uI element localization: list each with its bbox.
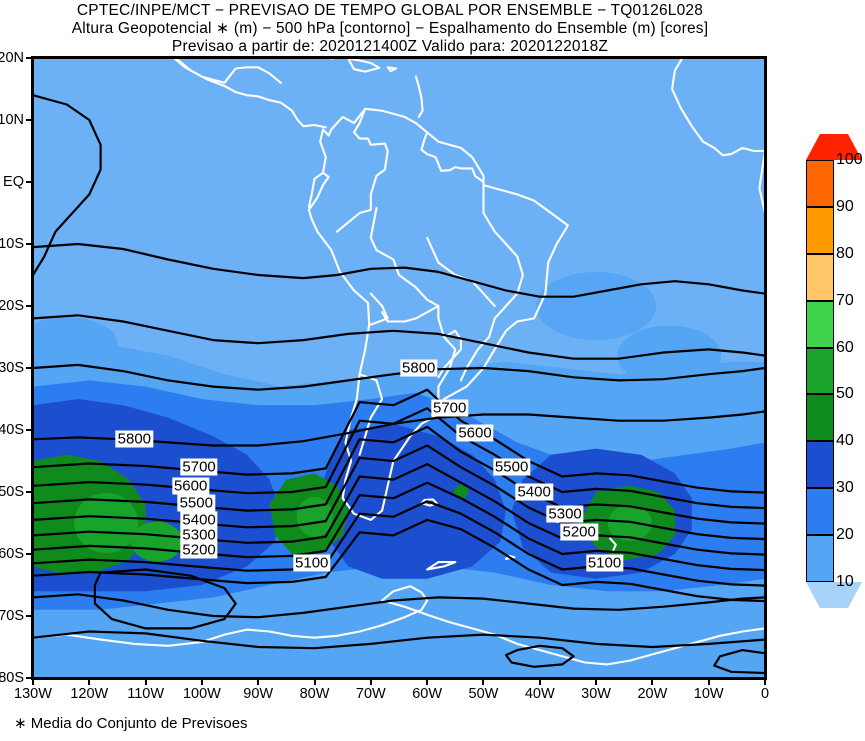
contour-label: 5100 (293, 554, 331, 572)
y-axis-tick (26, 305, 34, 307)
x-axis-tick (144, 678, 147, 685)
colorbar-tick-label: 10 (836, 573, 854, 590)
colorbar-tick-label: 50 (836, 385, 854, 403)
y-axis-label: 30S (0, 360, 24, 376)
colorbar-segment (806, 535, 834, 582)
y-axis-label: 20N (0, 50, 24, 66)
y-axis-label: 40S (0, 422, 24, 438)
x-axis-tick (257, 678, 260, 685)
colorbar-segment (806, 488, 834, 536)
x-axis-tick (200, 678, 203, 685)
y-axis-tick (26, 429, 34, 431)
x-axis-label: 130W (14, 686, 52, 702)
map-canvas (33, 58, 765, 678)
contour-label: 5800 (115, 430, 154, 448)
x-axis-label: 120W (70, 686, 109, 702)
contour-label: 5500 (177, 494, 215, 512)
colorbar-tick-label: 60 (836, 338, 854, 356)
x-axis-label: 100W (182, 686, 221, 702)
x-axis-label: 70W (355, 686, 386, 702)
x-axis-label: 10W (693, 686, 724, 702)
contour-label: 5200 (180, 541, 218, 559)
y-axis-tick (26, 491, 34, 493)
y-axis-label: 70S (0, 608, 24, 624)
colorbar-extend-high (806, 134, 862, 160)
x-axis-label: 80W (299, 686, 330, 702)
y-axis-tick (26, 243, 34, 245)
y-axis-tick (26, 119, 34, 121)
colorbar-tick-label: 90 (836, 197, 854, 215)
y-axis-label: 80S (0, 670, 24, 686)
colorbar-tick-label: 80 (836, 244, 854, 262)
contour-label: 5800 (400, 359, 438, 377)
x-axis-label: 90W (243, 686, 274, 702)
y-axis-label: 60S (0, 546, 24, 562)
x-axis-tick (32, 678, 34, 685)
colorbar-extend-low (806, 582, 862, 608)
footnote: ∗ Media do Conjunto de Previsoes (14, 715, 248, 732)
x-axis-tick (313, 678, 316, 685)
contour-label: 5100 (585, 554, 624, 572)
colorbar-segment (806, 160, 834, 207)
y-axis-label: EQ (3, 174, 24, 190)
x-axis-tick (426, 678, 429, 685)
title-line-2: Altura Geopotencial ∗ (m) − 500 hPa [con… (71, 20, 709, 37)
x-axis-tick (595, 678, 598, 685)
map-graphics (33, 58, 765, 678)
y-axis-label: 10S (0, 236, 24, 252)
y-axis-label: 50S (0, 484, 24, 500)
x-axis-tick (651, 678, 654, 685)
title-line-1: CPTEC/INPE/MCT − PREVISAO DE TEMPO GLOBA… (76, 2, 704, 19)
x-axis-tick (369, 678, 372, 685)
x-axis-label: 50W (468, 686, 499, 702)
x-axis-label: 40W (524, 686, 555, 702)
contour-label: 5700 (180, 458, 218, 476)
x-axis-label: 60W (412, 686, 443, 702)
x-axis-tick (764, 678, 766, 685)
colorbar-segment (806, 394, 834, 442)
contour-label: 5600 (171, 477, 210, 495)
colorbar-segment (806, 347, 834, 395)
colorbar-tick-label: 40 (836, 432, 854, 450)
contour-label: 5700 (430, 399, 469, 417)
colorbar-segment (806, 441, 834, 489)
colorbar-segment (806, 253, 834, 301)
contour-label: 5200 (560, 523, 598, 541)
contour-label: 5600 (456, 424, 494, 442)
x-axis-label: 30W (581, 686, 611, 702)
colorbar-tick-label: 70 (836, 291, 854, 309)
colorbar-tick-label: 30 (836, 479, 854, 497)
x-axis-label: 110W (127, 686, 165, 702)
contour-label: 5500 (492, 458, 531, 476)
x-axis-tick (482, 678, 485, 685)
y-axis-tick (26, 553, 34, 555)
y-axis-tick (26, 367, 34, 369)
colorbar-tick-label: 100 (836, 151, 863, 168)
map-plot-area[interactable]: 5800 5700 5600 5500 5400 5300 5200 5100 5800 5700… (0, 50, 769, 702)
title-line-3: Previsao a partir de: 2020121400Z Valido… (171, 38, 609, 55)
colorbar-segment (806, 300, 834, 348)
chart-title-block: CPTEC/INPE/MCT − PREVISAO DE TEMPO GLOBA… (0, 0, 780, 55)
contour-label: 5400 (515, 483, 553, 501)
x-axis-label: 0 (760, 686, 770, 702)
colorbar[interactable]: 100 90 80 70 60 50 40 30 20 10 (806, 134, 863, 608)
y-axis-tick (26, 615, 34, 617)
contour-label: 5300 (546, 505, 584, 523)
contour-label: 5300 (180, 526, 218, 544)
y-axis-tick (26, 677, 34, 679)
y-axis-tick (26, 181, 34, 183)
x-axis-tick (538, 678, 541, 685)
y-axis-label: 20S (0, 298, 24, 314)
colorbar-tick-label: 20 (836, 526, 854, 544)
contour-label: 5400 (180, 511, 218, 529)
x-axis-tick (707, 678, 710, 685)
colorbar-segment (806, 206, 834, 254)
y-axis-label: 10N (0, 112, 24, 128)
y-axis-tick (26, 57, 34, 59)
x-axis-label: 20W (637, 686, 668, 702)
x-axis-tick (88, 678, 91, 685)
